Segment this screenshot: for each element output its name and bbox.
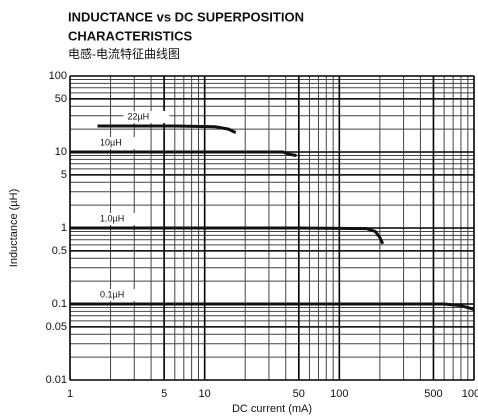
y-axis-label: Inductance (µH) [8,189,20,267]
label-bg [96,289,142,301]
label-bg [123,110,170,123]
curve [70,302,475,311]
y-tick-label: 0.05 [46,321,67,333]
curve [97,124,237,134]
x-tick-label: 50 [293,388,305,400]
y-tick-label: 0.1 [52,298,67,310]
label-bg [96,213,142,225]
y-tick-label: 100 [49,70,67,82]
chart-title-line2: CHARACTERISTICS [68,28,193,43]
y-tick-label: 0.5 [52,245,67,257]
x-tick-label: 100 [330,388,348,400]
x-tick-label: 1 [67,388,73,400]
label-bg [96,137,142,149]
curve [70,226,385,245]
x-tick-label: 5 [161,388,167,400]
legend-label: 0.1µH [100,289,124,299]
x-axis-label: DC current (mA) [232,403,312,415]
y-tick-label: 1 [61,222,67,234]
y-tick-label: 0.01 [46,374,67,386]
legend-label: 10µH [100,137,122,147]
legend-label: 22µH [127,111,149,121]
chart-subtitle: 电感-电流特征曲线图 [68,46,180,61]
x-tick-label: 10 [199,388,211,400]
x-tick-label: 500 [424,388,442,400]
curve [70,150,297,157]
y-tick-label: 10 [55,146,67,158]
legend-label: 1.0µH [100,213,124,223]
y-tick-label: 5 [61,169,67,181]
y-tick-label: 50 [55,93,67,105]
chart-title: INDUCTANCE vs DC SUPERPOSITION [68,9,304,24]
